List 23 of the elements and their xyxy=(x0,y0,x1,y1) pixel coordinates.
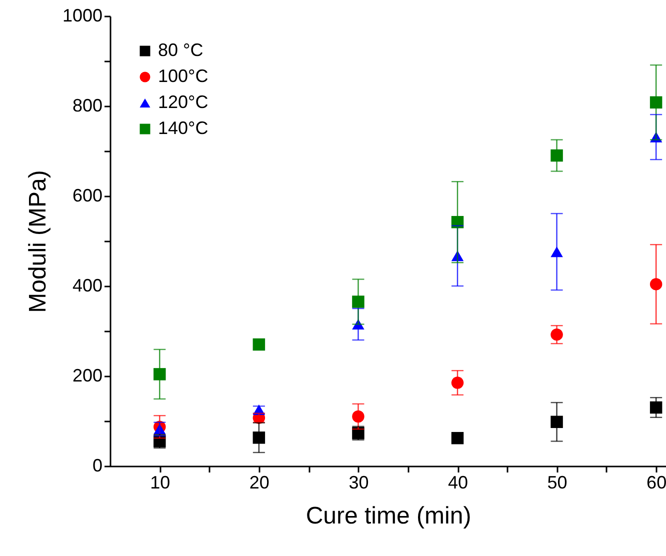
y-tick-label: 200 xyxy=(72,366,102,386)
y-tick-label: 400 xyxy=(72,276,102,296)
y-tick-label: 800 xyxy=(72,96,102,116)
x-tick-label: 10 xyxy=(150,472,170,492)
y-tick-label: 1000 xyxy=(62,6,102,26)
legend-label: 140°C xyxy=(158,118,208,138)
point xyxy=(154,368,166,380)
x-tick-label: 40 xyxy=(448,472,468,492)
x-tick-label: 60 xyxy=(646,472,666,492)
x-tick-label: 20 xyxy=(249,472,270,492)
x-tick-label: 50 xyxy=(547,472,568,492)
point xyxy=(252,338,266,351)
x-tick-label: 30 xyxy=(348,472,369,492)
y-tick-label: 0 xyxy=(92,456,102,476)
y-axis-title: Moduli (MPa) xyxy=(24,170,52,313)
legend-label: 80 °C xyxy=(158,40,204,60)
y-tick-label: 600 xyxy=(72,186,102,206)
x-axis-title: Cure time (min) xyxy=(306,502,472,530)
point xyxy=(352,296,364,308)
point xyxy=(252,432,266,444)
point xyxy=(451,432,464,444)
legend-label: 120°C xyxy=(158,92,208,112)
legend-label: 100°C xyxy=(158,66,208,86)
